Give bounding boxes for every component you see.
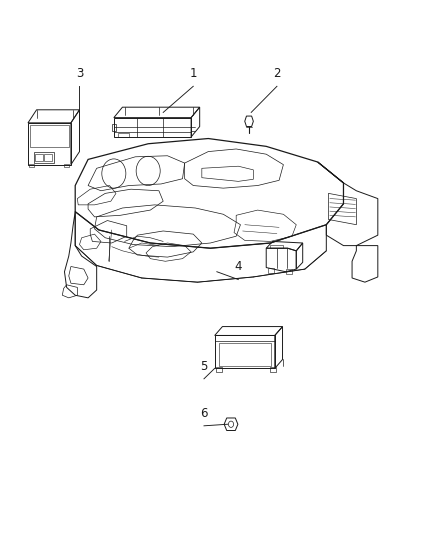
Text: 6: 6 bbox=[200, 407, 208, 419]
Text: 1: 1 bbox=[190, 67, 197, 80]
Text: 2: 2 bbox=[273, 67, 281, 80]
Text: 4: 4 bbox=[235, 260, 242, 273]
Text: 5: 5 bbox=[200, 360, 208, 373]
Text: 3: 3 bbox=[76, 67, 83, 80]
